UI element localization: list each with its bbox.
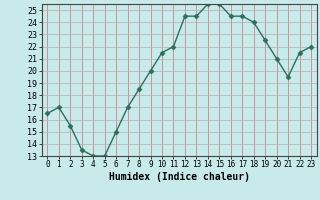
X-axis label: Humidex (Indice chaleur): Humidex (Indice chaleur) (109, 172, 250, 182)
